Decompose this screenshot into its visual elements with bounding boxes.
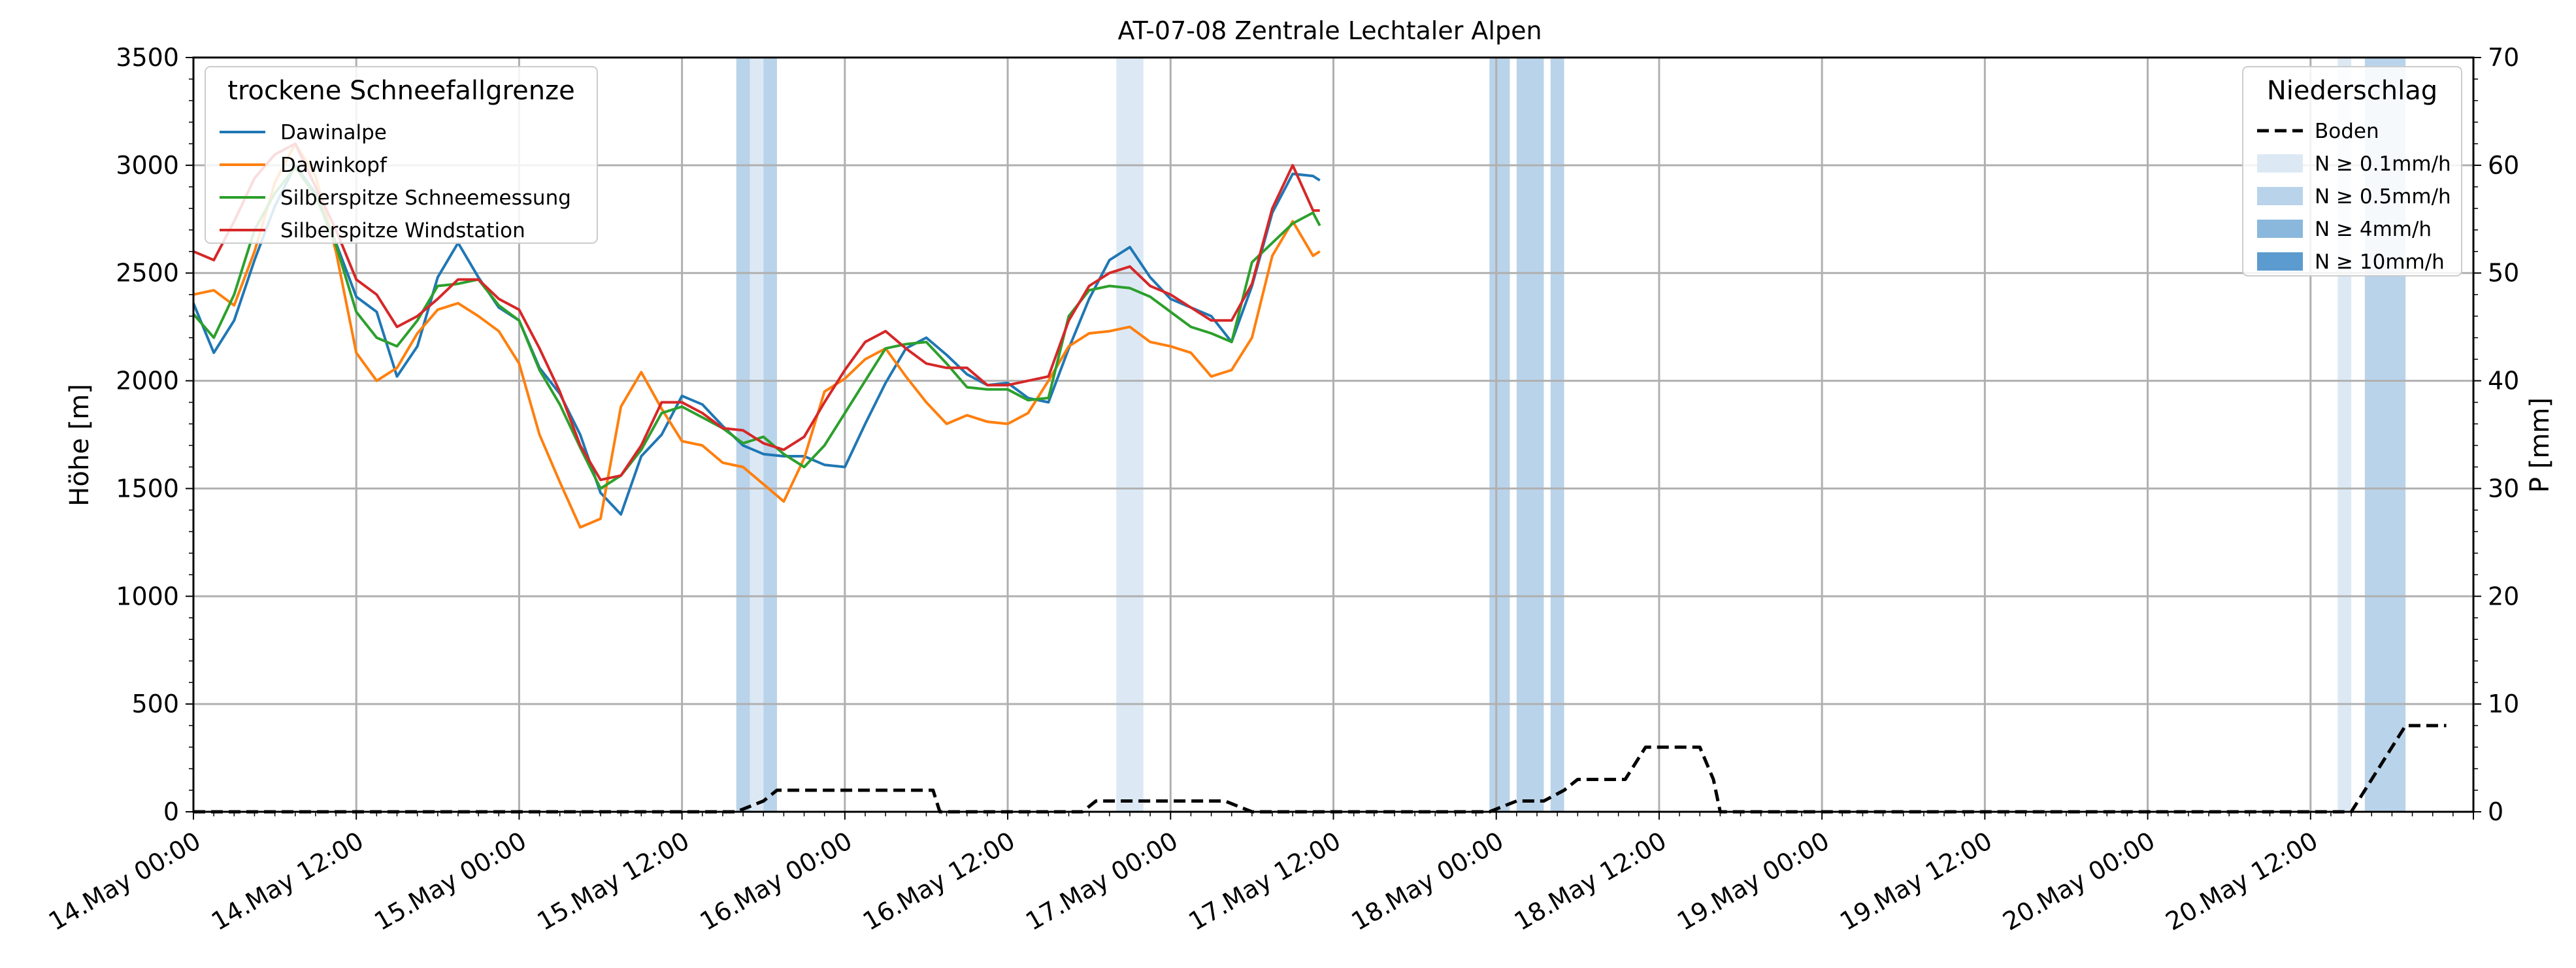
y2-tick-label: 0: [2488, 797, 2503, 826]
precip-band: [763, 58, 777, 812]
y-tick-label: 0: [163, 797, 179, 826]
y2-tick-label: 40: [2488, 367, 2519, 395]
legend-swatch: [2257, 154, 2303, 173]
y2-tick-label: 20: [2488, 582, 2519, 610]
y-tick-label: 500: [131, 690, 179, 718]
legend-precipitation: Niederschlag Boden N ≥ 0.1mm/h N ≥ 0.5mm/h N…: [2243, 67, 2462, 276]
y-axis-label: Höhe [m]: [65, 384, 95, 506]
precip-band: [1116, 58, 1144, 812]
legend-title: Niederschlag: [2267, 76, 2437, 106]
precip-band: [1489, 58, 1510, 812]
legend-swatch: [2257, 252, 2303, 271]
legend-item-label: Dawinalpe: [280, 121, 387, 144]
y-tick-label: 1500: [116, 474, 179, 503]
y-tick-label: 1000: [116, 582, 179, 610]
y2-tick-label: 10: [2488, 690, 2519, 718]
legend-item-label: N ≥ 0.5mm/h: [2315, 185, 2451, 209]
legend-swatch: [2257, 187, 2303, 205]
y2-tick-label: 60: [2488, 151, 2519, 180]
y2-tick-label: 70: [2488, 43, 2519, 72]
y-tick-label: 2000: [116, 367, 179, 395]
y-tick-label: 2500: [116, 259, 179, 288]
y2-tick-label: 50: [2488, 259, 2519, 288]
legend-title: trockene Schneefallgrenze: [227, 76, 574, 106]
legend-item-label: N ≥ 4mm/h: [2315, 218, 2432, 241]
legend-swatch: [2257, 220, 2303, 238]
legend-item-label: N ≥ 0.1mm/h: [2315, 152, 2451, 176]
precip-band: [1551, 58, 1564, 812]
legend-item-label: Dawinkopf: [280, 154, 388, 177]
y-tick-label: 3000: [116, 151, 179, 180]
legend-snowline: trockene Schneefallgrenze Dawinalpe Dawink…: [205, 67, 597, 243]
legend-item-label: Boden: [2315, 120, 2379, 143]
y2-axis-label: P [mm]: [2525, 397, 2555, 493]
precip-band: [1517, 58, 1544, 812]
y-tick-label: 3500: [116, 43, 179, 72]
legend-item-label: Silberspitze Windstation: [280, 219, 525, 242]
legend-item-label: N ≥ 10mm/h: [2315, 250, 2445, 274]
legend-item-label: Silberspitze Schneemessung: [280, 186, 571, 210]
chart-title: AT-07-08 Zentrale Lechtaler Alpen: [1117, 16, 1542, 45]
y2-tick-label: 30: [2488, 474, 2519, 503]
